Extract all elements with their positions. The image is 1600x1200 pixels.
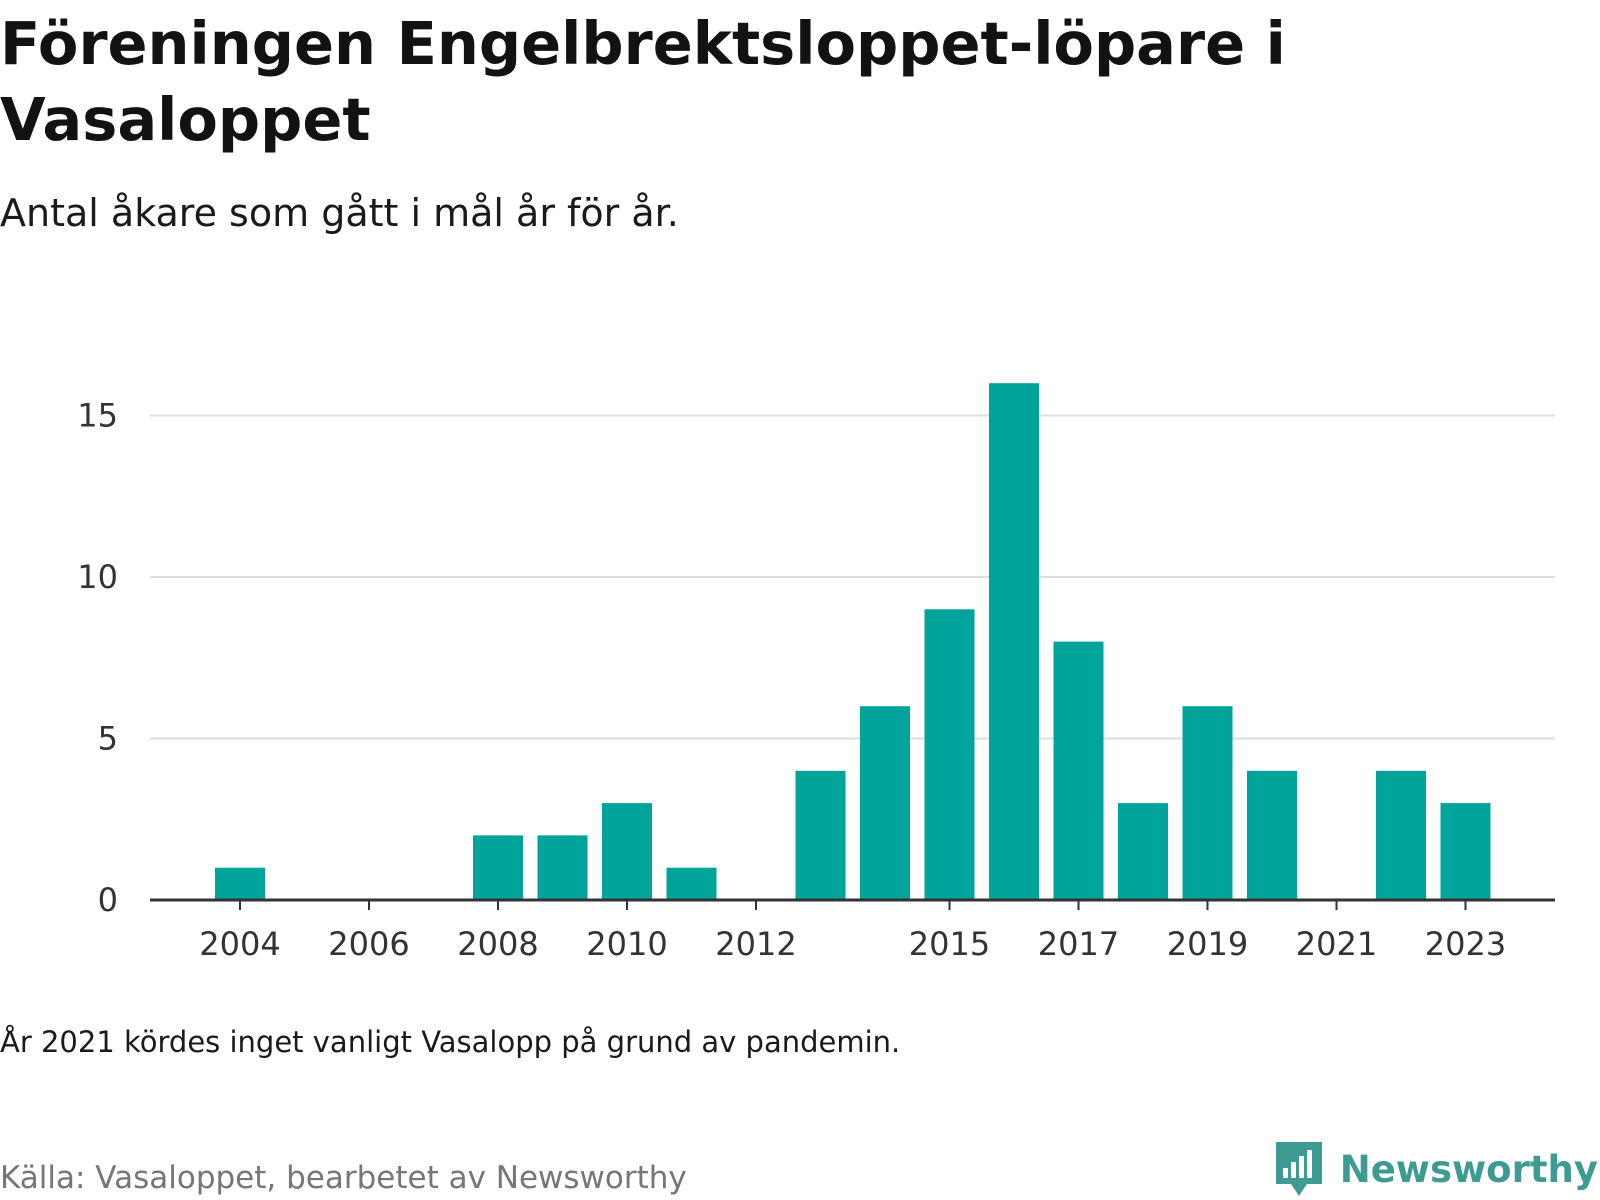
- chart-subtitle: Antal åkare som gått i mål år för år.: [0, 191, 679, 235]
- bar-2014: [860, 706, 910, 900]
- bar-2015: [924, 609, 975, 900]
- bars: [215, 383, 1491, 900]
- bar-2010: [602, 803, 652, 900]
- bar-2004: [215, 867, 265, 900]
- chart-title: Föreningen Engelbrektsloppet-löpare i Va…: [0, 9, 1286, 154]
- x-tick-label: 2006: [328, 925, 409, 963]
- bar-2017: [1053, 641, 1104, 900]
- bar-2023: [1440, 803, 1491, 900]
- x-tick-label: 2015: [909, 925, 990, 963]
- newsworthy-logo-icon: [1275, 1142, 1322, 1196]
- y-tick-label: 5: [98, 720, 118, 758]
- y-tick-label: 15: [77, 397, 118, 435]
- bar-2018: [1118, 803, 1168, 900]
- y-tick-label: 10: [77, 558, 118, 596]
- x-tick-label: 2023: [1425, 925, 1506, 963]
- y-axis-labels: 0 5 10 15: [77, 397, 118, 920]
- newsworthy-logo-text: Newsworthy: [1339, 1148, 1598, 1191]
- x-tick-label: 2008: [457, 925, 538, 963]
- x-tick-label: 2021: [1296, 925, 1377, 963]
- bar-2016: [989, 383, 1039, 900]
- x-tick-label: 2004: [199, 925, 280, 963]
- x-tick-label: 2010: [586, 925, 667, 963]
- bar-2020: [1247, 770, 1297, 900]
- x-tick-label: 2019: [1167, 925, 1248, 963]
- bar-2022: [1376, 770, 1426, 900]
- bar-2011: [666, 867, 717, 900]
- x-axis-labels: 2004 2006 2008 2010 2012 2015 2017 2019 2021 2023: [199, 925, 1506, 963]
- bar-2008: [473, 835, 523, 900]
- bar-2019: [1182, 706, 1233, 900]
- bar-2009: [537, 835, 588, 900]
- x-axis: [150, 898, 1555, 910]
- gridlines: [150, 414, 1555, 740]
- bar-2013: [795, 770, 846, 900]
- source-credit: Källa: Vasaloppet, bearbetet av Newswort…: [0, 1160, 687, 1196]
- y-tick-label: 0: [98, 881, 118, 919]
- newsworthy-logo: Newsworthy: [1274, 1140, 1598, 1200]
- chart-note: År 2021 kördes inget vanligt Vasalopp på…: [0, 1025, 901, 1059]
- x-tick-label: 2012: [715, 925, 796, 963]
- x-tick-label: 2017: [1038, 925, 1119, 963]
